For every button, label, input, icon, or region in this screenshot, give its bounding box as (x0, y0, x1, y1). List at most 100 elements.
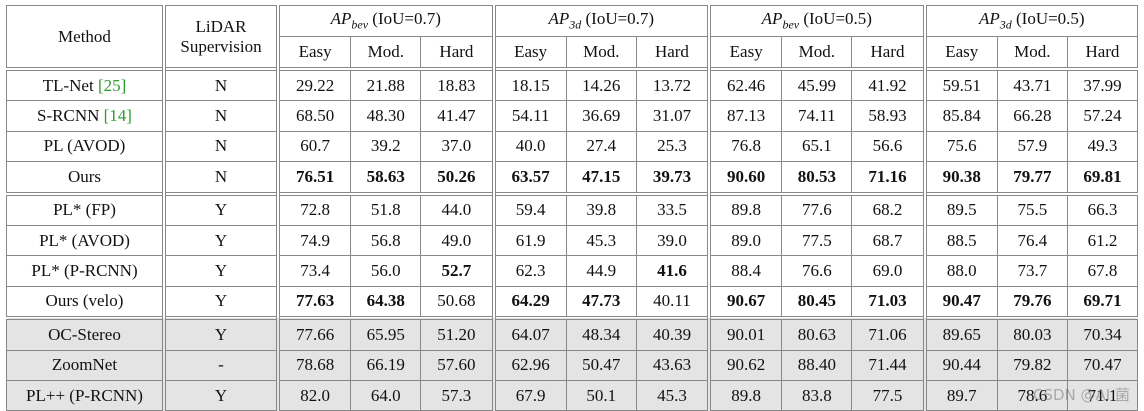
value-cell: 88.40 (781, 349, 853, 381)
value-cell: 25.3 (635, 130, 710, 163)
lidar-cell: Y (162, 379, 279, 411)
method-cell: PL* (P-RCNN) (6, 255, 165, 287)
value-cell: 73.7 (996, 255, 1068, 287)
value-cell: 31.07 (635, 100, 710, 132)
citation: [14] (103, 106, 132, 126)
lidar-header-line: Supervision (180, 36, 262, 56)
difficulty-header: Mod. (350, 36, 422, 70)
results-table: Method LiDAR Supervision APbev (IoU=0.7) AP3… (6, 5, 1139, 411)
value-cell: 74.11 (781, 100, 853, 132)
group-header: APbev (IoU=0.7) (276, 5, 495, 37)
value-cell: 36.69 (565, 100, 637, 132)
iou-label: (IoU=0.7) (585, 9, 655, 29)
value-cell: 62.46 (707, 67, 783, 102)
value-cell: 18.15 (491, 67, 567, 102)
value-cell: 51.20 (420, 316, 495, 351)
value-cell: 76.4 (996, 224, 1068, 257)
value-cell: 66.3 (1066, 191, 1139, 226)
value-cell: 89.7 (922, 379, 998, 411)
lidar-cell: Y (162, 316, 279, 351)
value-cell: 39.8 (565, 191, 637, 226)
iou-label: (IoU=0.5) (803, 9, 872, 29)
table-row: ZoomNet -78.68 66.19 57.60 62.96 50.47 43.63 90… (6, 349, 1139, 381)
value-cell: 51.8 (350, 191, 422, 226)
value-cell: 44.0 (420, 191, 495, 226)
method-name: PL* (AVOD) (39, 230, 130, 250)
value-cell: 85.84 (922, 100, 998, 132)
method-name: OC-Stereo (48, 324, 121, 344)
method-name: Ours (velo) (45, 291, 124, 311)
method-name: PL++ (P-RCNN) (26, 385, 143, 405)
value-cell: 80.45 (781, 285, 853, 319)
value-cell: 69.0 (851, 255, 926, 287)
table-row: PL (AVOD) N 60.7 39.2 37.0 40.0 27.4 25.3 76.8 65… (6, 130, 1139, 163)
value-cell: 27.4 (565, 130, 637, 163)
value-cell: 90.47 (922, 285, 998, 319)
value-cell: 33.5 (635, 191, 710, 226)
value-cell: 18.83 (420, 67, 495, 102)
value-cell: 89.8 (707, 191, 783, 226)
group-header: AP3d (IoU=0.5) (922, 5, 1138, 37)
value-cell: 90.44 (922, 349, 998, 381)
ap-subscript: bev (351, 17, 369, 32)
value-cell: 67.9 (491, 379, 567, 411)
method-name: ZoomNet (51, 355, 118, 375)
value-cell: 69.71 (1066, 285, 1139, 319)
lidar-header-line: LiDAR (195, 16, 247, 36)
value-cell: 43.63 (635, 349, 710, 381)
value-cell: 78.6 (996, 379, 1068, 411)
ap-label: AP (548, 9, 570, 29)
difficulty-header: Mod. (565, 36, 637, 70)
value-cell: 90.38 (922, 161, 998, 195)
table-row: PL++ (P-RCNN) Y 82.0 64.0 57.3 67.9 50.1 45.3 89… (6, 379, 1139, 411)
value-cell: 61.2 (1066, 224, 1139, 257)
group-header: AP3d (IoU=0.7) (491, 5, 710, 37)
value-cell: 37.0 (420, 130, 495, 163)
difficulty-header: Hard (420, 36, 495, 70)
method-name: TL-Net (42, 75, 94, 95)
value-cell: 41.92 (851, 67, 926, 102)
value-cell: 88.5 (922, 224, 998, 257)
method-cell: PL++ (P-RCNN) (6, 379, 165, 411)
value-cell: 77.6 (781, 191, 853, 226)
value-cell: 68.50 (276, 100, 352, 132)
value-cell: 60.7 (276, 130, 352, 163)
difficulty-header: Easy (276, 36, 352, 70)
value-cell: 74.9 (276, 224, 352, 257)
table-row: TL-Net [25] N 29.22 21.88 18.83 18.15 14.26 13.… (6, 67, 1139, 102)
value-cell: 54.11 (491, 100, 567, 132)
value-cell: 58.63 (350, 161, 422, 195)
citation: [25] (97, 75, 127, 95)
value-cell: 65.1 (781, 130, 853, 163)
value-cell: 72.8 (276, 191, 352, 226)
method-name: Ours (67, 166, 102, 186)
value-cell: 77.63 (276, 285, 352, 319)
value-cell: 71.16 (851, 161, 926, 195)
value-cell: 75.5 (996, 191, 1068, 226)
value-cell: 71.06 (851, 316, 926, 351)
table-row: PL* (P-RCNN) Y 73.4 56.0 52.7 62.3 44.9 41.6 88.… (6, 255, 1139, 287)
value-cell: 63.57 (491, 161, 567, 195)
value-cell: 70.47 (1066, 349, 1139, 381)
difficulty-header: Mod. (996, 36, 1068, 70)
value-cell: 59.51 (922, 67, 998, 102)
value-cell: 77.66 (276, 316, 352, 351)
subheader-row: Easy Mod. Hard Easy Mod. Hard Easy Mod. Hard Easy… (7, 36, 1139, 70)
value-cell: 44.9 (565, 255, 637, 287)
lidar-cell: N (162, 161, 279, 195)
value-cell: 62.96 (491, 349, 567, 381)
value-cell: 41.6 (635, 255, 710, 287)
ap-label: AP (761, 9, 783, 29)
value-cell: 80.03 (996, 316, 1068, 351)
method-cell: OC-Stereo (6, 316, 165, 351)
ap-subscript: bev (782, 17, 800, 32)
method-name: PL* (FP) (53, 200, 116, 220)
value-cell: 90.60 (707, 161, 783, 195)
value-cell: 56.0 (350, 255, 422, 287)
iou-label: (IoU=0.7) (372, 9, 441, 29)
value-cell: 89.0 (707, 224, 783, 257)
value-cell: 39.73 (635, 161, 710, 195)
value-cell: 29.22 (276, 67, 352, 102)
difficulty-header: Hard (851, 36, 926, 70)
value-cell: 49.0 (420, 224, 495, 257)
